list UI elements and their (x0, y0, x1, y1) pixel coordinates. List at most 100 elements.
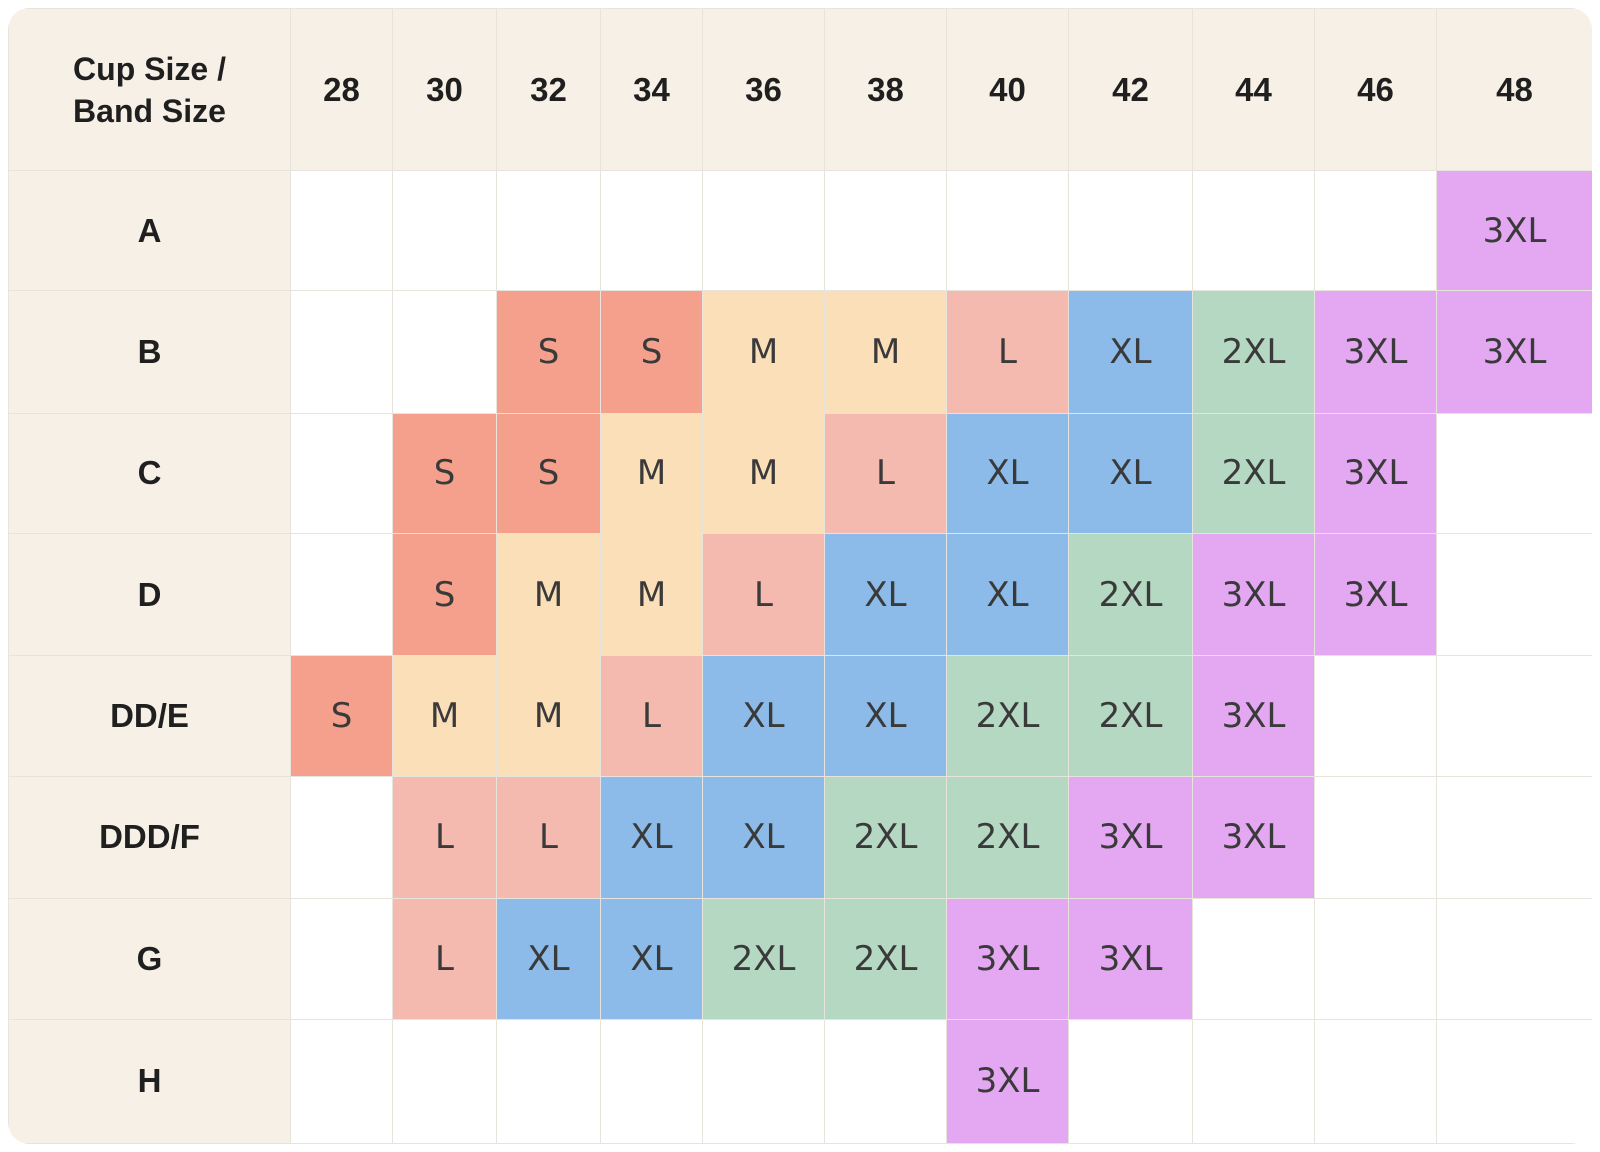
empty-cell (1192, 169, 1315, 292)
size-cell: M (600, 412, 703, 535)
empty-cell (1314, 1018, 1437, 1144)
empty-cell (392, 1018, 497, 1144)
cup-size-label: H (8, 1018, 291, 1144)
size-cell: M (496, 655, 601, 777)
size-cell: 2XL (946, 655, 1069, 777)
empty-cell (1314, 898, 1437, 1020)
size-cell: M (702, 290, 825, 414)
empty-cell (1436, 1018, 1592, 1144)
empty-cell (290, 169, 393, 292)
empty-cell (1314, 775, 1437, 900)
band-size-header: 38 (824, 8, 947, 171)
size-cell: XL (946, 533, 1069, 657)
size-cell: S (290, 655, 393, 777)
size-cell: XL (1068, 412, 1193, 535)
cup-size-row: DD/E S M M L XL XL 2XL 2XL 3XL (8, 655, 1592, 777)
size-cell: M (824, 290, 947, 414)
size-cell: S (496, 412, 601, 535)
size-cell: 3XL (1192, 775, 1315, 900)
size-cell: 3XL (1314, 412, 1437, 535)
size-cell: L (824, 412, 947, 535)
size-cell: 3XL (1068, 775, 1193, 900)
cup-size-row: DDD/F L L XL XL 2XL 2XL 3XL 3XL (8, 775, 1592, 900)
size-cell: 3XL (1436, 290, 1592, 414)
size-cell: L (946, 290, 1069, 414)
size-cell: L (600, 655, 703, 777)
cup-size-row: H 3XL (8, 1018, 1592, 1144)
empty-cell (600, 169, 703, 292)
band-size-header: 34 (600, 8, 703, 171)
empty-cell (1436, 775, 1592, 900)
size-cell: 3XL (1314, 290, 1437, 414)
cup-size-label: D (8, 533, 291, 657)
cup-size-label: C (8, 412, 291, 535)
cup-size-row: G L XL XL 2XL 2XL 3XL 3XL (8, 898, 1592, 1020)
empty-cell (1436, 898, 1592, 1020)
size-cell: S (496, 290, 601, 414)
size-cell: M (392, 655, 497, 777)
empty-cell (1068, 169, 1193, 292)
size-cell: 3XL (1192, 533, 1315, 657)
size-cell: XL (600, 775, 703, 900)
size-cell: XL (824, 655, 947, 777)
size-cell: 2XL (1068, 533, 1193, 657)
size-cell: 3XL (1192, 655, 1315, 777)
band-size-header: 36 (702, 8, 825, 171)
size-cell: XL (496, 898, 601, 1020)
empty-cell (1314, 169, 1437, 292)
empty-cell (392, 290, 497, 414)
size-cell: XL (1068, 290, 1193, 414)
band-size-header: 32 (496, 8, 601, 171)
cup-size-row: B S S M M L XL 2XL 3XL 3XL (8, 290, 1592, 414)
empty-cell (824, 169, 947, 292)
empty-cell (290, 1018, 393, 1144)
size-chart-card: Cup Size / Band Size 28 30 32 34 36 38 40 42 44 4… (8, 8, 1592, 1144)
size-cell: S (392, 412, 497, 535)
empty-cell (290, 775, 393, 900)
size-cell: L (392, 898, 497, 1020)
size-cell: 3XL (1068, 898, 1193, 1020)
cup-size-label: A (8, 169, 291, 292)
size-cell: S (392, 533, 497, 657)
empty-cell (1068, 1018, 1193, 1144)
empty-cell (290, 412, 393, 535)
empty-cell (496, 1018, 601, 1144)
empty-cell (392, 169, 497, 292)
size-cell: 2XL (1192, 412, 1315, 535)
band-size-header: 46 (1314, 8, 1437, 171)
size-cell: 2XL (702, 898, 825, 1020)
size-cell: 3XL (946, 1018, 1069, 1144)
empty-cell (496, 169, 601, 292)
band-size-header: 42 (1068, 8, 1193, 171)
empty-cell (1436, 655, 1592, 777)
size-cell: XL (702, 655, 825, 777)
empty-cell (1314, 655, 1437, 777)
empty-cell (1192, 898, 1315, 1020)
empty-cell (702, 1018, 825, 1144)
empty-cell (1192, 1018, 1315, 1144)
size-cell: XL (824, 533, 947, 657)
size-cell: 2XL (824, 898, 947, 1020)
band-size-header: 30 (392, 8, 497, 171)
empty-cell (290, 533, 393, 657)
empty-cell (824, 1018, 947, 1144)
empty-cell (946, 169, 1069, 292)
size-cell: XL (600, 898, 703, 1020)
empty-cell (1436, 533, 1592, 657)
size-cell: L (392, 775, 497, 900)
size-cell: XL (702, 775, 825, 900)
size-cell: M (702, 412, 825, 535)
size-cell: 3XL (1314, 533, 1437, 657)
size-cell: 2XL (1192, 290, 1315, 414)
cup-size-label: DD/E (8, 655, 291, 777)
corner-header-label: Cup Size / Band Size (8, 8, 291, 171)
empty-cell (702, 169, 825, 292)
cup-size-row: D S M M L XL XL 2XL 3XL 3XL (8, 533, 1592, 657)
size-cell: M (496, 533, 601, 657)
band-size-header: 48 (1436, 8, 1592, 171)
band-size-header: 44 (1192, 8, 1315, 171)
size-cell: L (496, 775, 601, 900)
band-size-header: 28 (290, 8, 393, 171)
cup-size-label: G (8, 898, 291, 1020)
size-cell: 2XL (824, 775, 947, 900)
